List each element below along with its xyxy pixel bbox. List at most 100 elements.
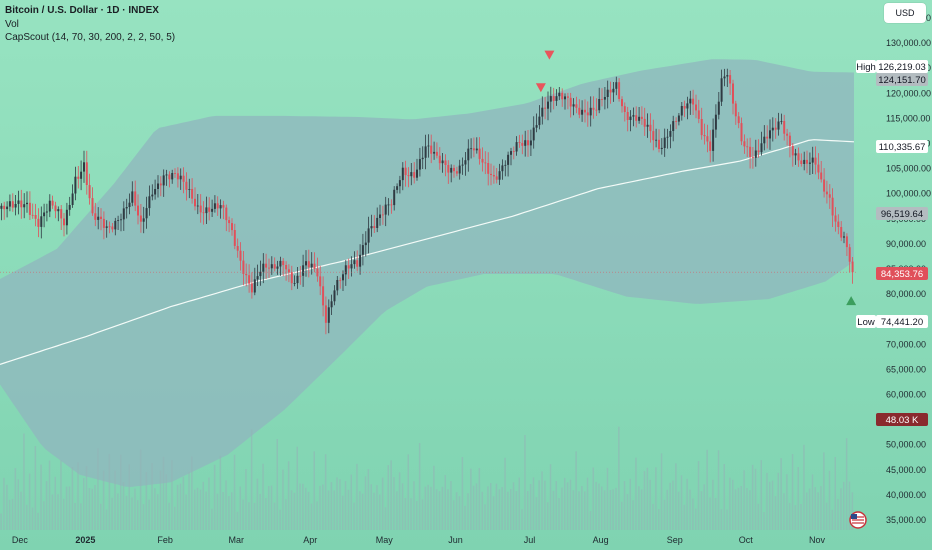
volume-bar (811, 474, 814, 530)
volume-bar (430, 486, 432, 530)
candle-body (618, 82, 621, 99)
candle-body (134, 191, 137, 206)
volume-bar (817, 492, 819, 530)
volume-bar (125, 495, 128, 530)
volume-bar (68, 486, 71, 530)
volume-bar (467, 493, 469, 530)
volume-bar (626, 494, 629, 530)
candle-body (34, 215, 37, 219)
price-tag-bg (876, 140, 928, 153)
volume-bar (154, 488, 156, 530)
candle-body (40, 216, 43, 227)
volume-bar (424, 486, 427, 530)
volume-bar (512, 482, 515, 530)
candle-body (168, 174, 171, 180)
volume-bar (287, 461, 290, 530)
volume-bar (669, 482, 671, 530)
volume-bar (490, 483, 492, 530)
volume-bar (441, 486, 444, 530)
y-tick-label: 50,000.00 (886, 440, 926, 450)
volume-bar (472, 485, 475, 530)
candle-body (490, 173, 492, 175)
volume-bar (566, 482, 569, 530)
candle-body (373, 226, 376, 228)
volume-bar (808, 488, 811, 530)
volume-bar (179, 483, 182, 530)
volume-bar (635, 457, 637, 530)
volume-bar (239, 486, 241, 530)
candle-body (401, 167, 404, 181)
candle-body (558, 92, 561, 97)
currency-button[interactable]: USD (884, 3, 926, 23)
volume-bar (492, 496, 495, 530)
candle-body (228, 220, 231, 224)
candle-body (623, 106, 626, 112)
volume-bar (734, 489, 737, 530)
candle-body (601, 99, 603, 100)
candle-body (248, 275, 251, 284)
volume-bar (57, 494, 59, 530)
candle-body (28, 202, 31, 215)
candle-body (672, 121, 675, 131)
volume-bar (515, 491, 518, 530)
price-tag: 96,519.64 (876, 207, 928, 220)
volume-bar (558, 498, 560, 530)
volume-bar (763, 512, 765, 530)
candle-body (171, 173, 174, 180)
candle-body (453, 167, 455, 172)
candle-body (840, 227, 843, 238)
candle-body (544, 107, 547, 109)
candle-body (68, 205, 71, 210)
volume-bar (319, 485, 321, 530)
volume-bar (117, 493, 119, 530)
volume-bar (410, 498, 412, 530)
candle-body (843, 236, 845, 238)
candle-body (262, 263, 265, 272)
candle-body (732, 83, 734, 104)
volume-legend[interactable]: Vol (5, 18, 19, 30)
volume-bar (609, 490, 612, 530)
volume-bar (595, 481, 597, 530)
candle-body (145, 208, 148, 219)
candle-body (256, 276, 259, 280)
candle-body (424, 146, 427, 158)
symbol-title[interactable]: Bitcoin / U.S. Dollar · 1D · INDEX (5, 5, 159, 16)
volume-bar (162, 456, 165, 530)
candle-body (54, 205, 57, 212)
volume-bar (265, 498, 267, 530)
volume-bar (344, 481, 347, 530)
candle-body (686, 103, 689, 109)
volume-bar (649, 479, 651, 530)
candle-body (492, 175, 495, 177)
volume-bar (598, 483, 600, 530)
candle-body (83, 162, 85, 172)
indicator-legend[interactable]: CapScout (14, 70, 30, 200, 2, 2, 50, 5) (5, 32, 176, 43)
candle-body (529, 140, 532, 146)
volume-bar (256, 478, 259, 530)
volume-bar (652, 503, 654, 530)
candle-body (478, 148, 481, 159)
candle-body (638, 116, 641, 121)
volume-bar (706, 449, 708, 530)
candle-body (393, 189, 396, 206)
candle-body (421, 157, 424, 160)
volume-bar (470, 468, 472, 530)
candle-body (410, 172, 413, 177)
candle-body (535, 125, 538, 128)
volume-bar (26, 504, 28, 530)
candle-body (208, 207, 211, 212)
candle-body (270, 264, 273, 269)
candle-body (569, 97, 572, 107)
candle-body (504, 164, 507, 166)
volume-bar (689, 489, 691, 530)
volume-bar (660, 453, 663, 530)
volume-bar (176, 484, 179, 530)
candle-body (14, 204, 17, 208)
candle-body (114, 220, 117, 230)
candle-body (566, 96, 569, 98)
x-tick-label: Sep (667, 535, 683, 545)
volume-bar (145, 472, 148, 530)
volume-bar (148, 499, 150, 530)
candle-body (754, 150, 757, 158)
